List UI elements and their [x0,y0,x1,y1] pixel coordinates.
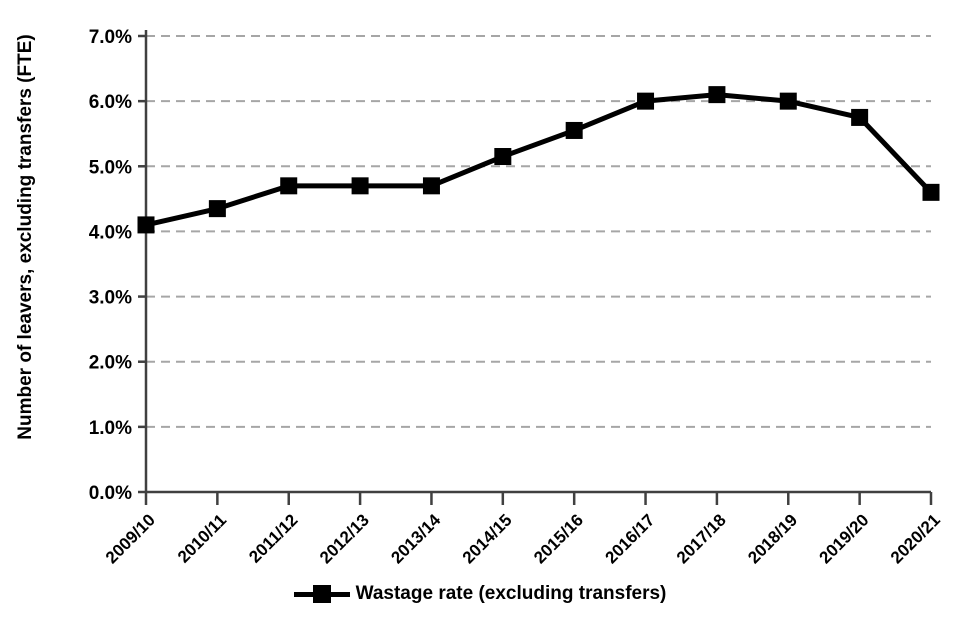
x-tick-label: 2016/17 [601,510,658,567]
data-point-marker [137,216,155,234]
x-tick-label: 2015/16 [530,510,587,567]
legend: Wastage rate (excluding transfers) [0,583,960,605]
data-point-marker [779,92,797,110]
y-tick-label: 7.0% [89,27,132,48]
x-tick-label: 2012/13 [316,510,373,567]
y-axis-title: Number of leavers, excluding transfers (… [15,34,36,440]
y-tick-label: 5.0% [89,157,132,178]
data-point-marker [637,92,655,110]
x-tick-label: 2019/20 [816,510,873,567]
y-tick-label: 2.0% [89,353,132,374]
x-tick-label: 2013/14 [387,510,444,567]
y-tick-label: 1.0% [89,418,132,439]
legend-square-marker-icon [312,585,331,603]
y-tick-label: 3.0% [89,288,132,309]
data-point-marker [351,177,369,195]
y-tick-label: 0.0% [89,483,132,504]
x-tick-label: 2009/10 [102,510,159,567]
x-tick-label: 2014/15 [459,510,516,567]
x-tick-label: 2020/21 [887,510,944,567]
data-point-marker [922,183,940,201]
x-tick-label: 2017/18 [673,510,730,567]
x-tick-label: 2018/19 [744,510,801,567]
data-point-marker [708,86,726,104]
data-point-marker [422,177,440,195]
data-point-marker [851,108,869,126]
series-line [145,92,933,228]
data-point-marker [208,200,226,218]
data-point-marker [494,148,512,166]
legend-line-marker-icon [293,585,350,604]
data-point-marker [565,121,583,139]
data-point-marker [280,177,298,195]
legend-label: Wastage rate (excluding transfers) [355,583,667,604]
x-tick-label: 2011/12 [245,510,301,566]
y-tick-label: 6.0% [89,92,132,113]
x-tick-label: 2010/11 [174,510,230,566]
y-tick-label: 4.0% [89,222,132,243]
